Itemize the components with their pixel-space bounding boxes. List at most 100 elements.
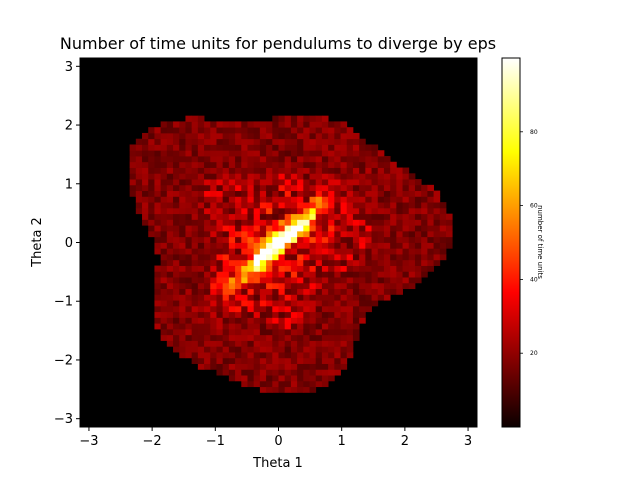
heatmap-cell bbox=[166, 127, 174, 134]
heatmap-cell bbox=[253, 363, 261, 370]
heatmap-cell bbox=[303, 190, 310, 197]
heatmap-cell bbox=[421, 265, 428, 272]
heatmap-cell bbox=[408, 219, 416, 226]
heatmap-cell bbox=[259, 282, 267, 290]
heatmap-cell bbox=[290, 357, 298, 364]
heatmap-cell bbox=[346, 323, 354, 330]
heatmap-cell bbox=[284, 167, 292, 174]
heatmap-cell bbox=[421, 184, 428, 192]
heatmap-cell bbox=[346, 248, 354, 255]
heatmap-cell bbox=[166, 282, 174, 290]
heatmap-cell bbox=[191, 300, 199, 307]
heatmap-cell bbox=[166, 254, 174, 261]
heatmap-cell bbox=[247, 219, 255, 226]
heatmap-cell bbox=[154, 156, 162, 163]
heatmap-cell bbox=[135, 144, 143, 151]
heatmap-cell bbox=[216, 156, 224, 163]
heatmap-cell bbox=[334, 288, 341, 295]
y-tick-label: 1 bbox=[65, 177, 73, 192]
heatmap-cell bbox=[297, 265, 304, 272]
heatmap-cell bbox=[185, 328, 193, 336]
heatmap-cell bbox=[179, 144, 186, 151]
heatmap-cell bbox=[266, 230, 273, 238]
heatmap-cell bbox=[179, 305, 186, 313]
heatmap-cell bbox=[365, 305, 372, 313]
heatmap-cell bbox=[390, 259, 397, 266]
heatmap-cell bbox=[315, 213, 323, 220]
heatmap-cell bbox=[340, 265, 348, 272]
heatmap-cell bbox=[185, 242, 193, 249]
heatmap-cell bbox=[303, 156, 310, 163]
heatmap-cell bbox=[148, 230, 155, 238]
heatmap-cell bbox=[247, 127, 255, 134]
heatmap-cell bbox=[210, 248, 217, 255]
heatmap-cell bbox=[166, 242, 174, 249]
heatmap-cell bbox=[309, 380, 317, 388]
heatmap-cell bbox=[297, 340, 304, 347]
heatmap-cell bbox=[297, 161, 304, 168]
heatmap-cell bbox=[377, 184, 385, 192]
heatmap-cell bbox=[235, 144, 242, 151]
heatmap-cell bbox=[290, 156, 298, 163]
heatmap-cell bbox=[377, 179, 385, 186]
heatmap-cell bbox=[408, 271, 416, 278]
heatmap-cell bbox=[210, 190, 217, 197]
heatmap-cell bbox=[148, 219, 155, 226]
heatmap-cell bbox=[408, 265, 416, 272]
heatmap-cell bbox=[359, 277, 366, 284]
heatmap-cell bbox=[228, 138, 236, 145]
heatmap-cell bbox=[315, 375, 323, 382]
heatmap-cell bbox=[321, 254, 329, 261]
heatmap-cell bbox=[396, 248, 403, 255]
heatmap-cell bbox=[346, 346, 354, 353]
heatmap-cell bbox=[278, 369, 286, 376]
heatmap-cell bbox=[303, 386, 310, 393]
heatmap-cell bbox=[216, 288, 224, 295]
heatmap-cell bbox=[266, 242, 273, 249]
heatmap-cell bbox=[241, 323, 248, 330]
heatmap-cell bbox=[160, 138, 168, 145]
heatmap-cell bbox=[259, 380, 267, 388]
heatmap-cell bbox=[228, 202, 236, 209]
heatmap-cell bbox=[191, 179, 199, 186]
heatmap-cell bbox=[166, 132, 174, 140]
heatmap-cell bbox=[290, 311, 298, 318]
heatmap-cell bbox=[390, 213, 397, 220]
heatmap-cell bbox=[290, 115, 298, 122]
heatmap-cell bbox=[352, 207, 360, 215]
heatmap-cell bbox=[303, 369, 310, 376]
heatmap-cell bbox=[204, 328, 211, 336]
heatmap-cell bbox=[309, 144, 317, 151]
heatmap-cell bbox=[148, 202, 155, 209]
heatmap-cell bbox=[278, 375, 286, 382]
heatmap-cell bbox=[340, 167, 348, 174]
heatmap-cell bbox=[228, 150, 236, 157]
heatmap-cell bbox=[421, 190, 428, 197]
heatmap-cell bbox=[278, 282, 286, 290]
heatmap-cell bbox=[204, 230, 211, 238]
heatmap-cell bbox=[290, 121, 298, 128]
heatmap-cell bbox=[272, 346, 279, 353]
heatmap-cell bbox=[390, 179, 397, 186]
heatmap-cell bbox=[334, 213, 341, 220]
heatmap-cell bbox=[346, 144, 354, 151]
heatmap-cell bbox=[154, 161, 162, 168]
heatmap-cell bbox=[160, 265, 168, 272]
heatmap-cell bbox=[259, 248, 267, 255]
heatmap-cell bbox=[197, 144, 205, 151]
heatmap-cell bbox=[166, 294, 174, 301]
heatmap-cell bbox=[309, 300, 317, 307]
heatmap-cell bbox=[191, 346, 199, 353]
heatmap-cell bbox=[266, 259, 273, 266]
heatmap-cell bbox=[383, 184, 391, 192]
heatmap-cell bbox=[191, 230, 199, 238]
heatmap-cell bbox=[247, 179, 255, 186]
heatmap-cell bbox=[377, 225, 385, 232]
heatmap-cell bbox=[433, 236, 441, 243]
heatmap-cell bbox=[284, 328, 292, 336]
heatmap-cell bbox=[191, 352, 199, 359]
heatmap-cell bbox=[253, 184, 261, 192]
heatmap-cell bbox=[303, 242, 310, 249]
heatmap-cell bbox=[365, 282, 372, 290]
heatmap-cell bbox=[166, 265, 174, 272]
